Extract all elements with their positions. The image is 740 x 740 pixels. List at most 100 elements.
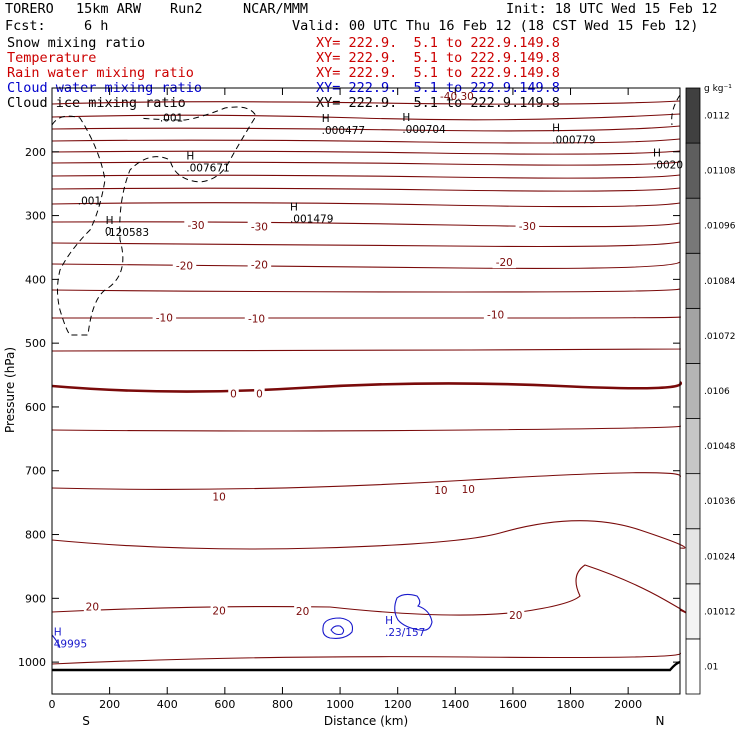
temperature-contour-label: -30: [187, 220, 204, 232]
maximum-value: .000704: [402, 124, 446, 136]
colorbar-swatch: [685, 528, 701, 585]
temperature-contour-label: -20: [251, 260, 268, 272]
contour-label-bg: [459, 483, 477, 496]
temperature-contour-label: -30: [519, 221, 536, 233]
legend-field-name: Temperature: [7, 50, 97, 66]
colorbar-label: .0112: [704, 112, 730, 122]
colorbar-swatch: [685, 418, 701, 475]
x-tick-label: 1400: [441, 698, 469, 711]
colorbar-label: .0106: [704, 387, 730, 397]
temperature-contour-label: -10: [248, 313, 265, 325]
temperature-contour-label: -20: [496, 257, 513, 269]
maximum-marker: H: [322, 113, 330, 125]
isotherm: [51, 520, 686, 550]
snow-contour: [51, 106, 257, 336]
x-tick-label: 1800: [557, 698, 585, 711]
x-tick-label: 1200: [384, 698, 412, 711]
colorbar-swatch: [685, 252, 701, 309]
colorbar: .01 .01012 .01024 .01036 .01048 .0106 .01072 .0…: [685, 84, 736, 695]
temperature-contour-label: -10: [156, 313, 173, 325]
model-name: TORERO: [5, 1, 54, 17]
isotherm: [51, 348, 681, 352]
temperature-contour-label: 20: [86, 602, 99, 614]
colorbar-swatch: [685, 473, 701, 530]
axes: 0 200 400 600 800 1000 1200 1400 1600 1800 2000200…: [3, 87, 681, 728]
isotherm: [51, 202, 681, 208]
snow-contours: [51, 94, 681, 336]
temperature-contour-label: -20: [176, 260, 193, 272]
temperature-contour-label: 10: [462, 484, 475, 496]
contour-label-bg: [244, 312, 269, 325]
contour-label-bg: [210, 604, 228, 617]
forecast-label: Fcst:: [5, 18, 46, 34]
cloud-water-contours: [51, 593, 433, 649]
contour-label-bg: [492, 256, 517, 269]
surface-line: [52, 660, 681, 672]
colorbar-swatch: [685, 307, 701, 364]
maximum-marker: H: [290, 201, 298, 213]
cloud-water-contour: [330, 625, 345, 636]
contour-label-bg: [172, 259, 197, 272]
maximum-marker: H: [552, 122, 560, 134]
temperature-contour-label: 0: [230, 389, 237, 401]
temperature-contours: [51, 100, 688, 672]
isotherm: [51, 241, 681, 248]
y-tick-label: 900: [25, 592, 46, 605]
x-tick-label: 0: [49, 698, 56, 711]
cloud-water-contour: [51, 634, 61, 649]
y-tick-label: 700: [25, 465, 46, 478]
maximum-value: .120583: [106, 227, 149, 239]
isotherm: [51, 425, 681, 432]
x-tick-label: 1000: [326, 698, 354, 711]
snow-contour-label: .001: [78, 195, 101, 207]
temperature-contour-label: 10: [212, 491, 225, 503]
maximum-value: .007671: [186, 162, 229, 174]
maximum-value: .0020: [653, 159, 683, 171]
contour-label-bg: [83, 600, 101, 613]
x-tick-label: 400: [157, 698, 178, 711]
colorbar-label: .01: [704, 662, 718, 672]
isotherm-zero: [51, 381, 682, 393]
maximum-marker: H: [653, 147, 661, 159]
cloud-water-contour: [394, 593, 433, 631]
forecast-hour: 6 h: [84, 18, 109, 34]
x-tick-label: 200: [99, 698, 120, 711]
isotherm: [51, 113, 681, 121]
contour-label-bg: [210, 490, 228, 503]
temperature-contour-label: 20: [296, 606, 309, 618]
legend-field-name: Snow mixing ratio: [7, 35, 146, 51]
contour-label-bg: [507, 608, 525, 621]
left-end-label: S: [82, 714, 90, 728]
maximum-value: .001479: [290, 213, 333, 225]
maximum-value: 49995: [54, 638, 87, 650]
maximum-marker: H: [385, 615, 393, 627]
contour-label-bg: [247, 220, 272, 233]
y-tick-label: 800: [25, 529, 46, 542]
isotherm: [52, 316, 681, 319]
maxima-markers: H.120583H.007671H.001479H.000477H.000704…: [54, 112, 683, 650]
isotherm: [51, 161, 681, 166]
x-tick-label: 800: [272, 698, 293, 711]
colorbar-label: .01108: [704, 167, 736, 177]
colorbar-swatch: [685, 638, 701, 695]
colorbar-swatch: [685, 142, 701, 199]
x-tick-label: 600: [214, 698, 235, 711]
isotherm: [51, 125, 681, 132]
isotherm: [51, 138, 681, 144]
y-tick-label: 300: [25, 210, 46, 223]
contour-label-bg: [432, 483, 450, 496]
maximum-value: .000779: [552, 134, 595, 146]
valid-time: Valid: 00 UTC Thu 16 Feb 12 (18 CST Wed …: [292, 18, 699, 34]
legend-field-xy: XY= 222.9. 5.1 to 222.9.149.8: [316, 95, 560, 111]
legend-field-xy: XY= 222.9. 5.1 to 222.9.149.8: [316, 50, 560, 66]
temperature-contour-label: 20: [212, 605, 225, 617]
snow-contour: [671, 94, 681, 126]
colorbar-swatch: [685, 583, 701, 640]
maximum-marker: H: [402, 112, 410, 124]
y-tick-label: 400: [25, 273, 46, 286]
temperature-contour-label: -30: [251, 221, 268, 233]
contour-label-bg: [228, 387, 239, 400]
contour-label-bg: [152, 311, 177, 324]
colorbar-label: .01012: [704, 607, 736, 617]
